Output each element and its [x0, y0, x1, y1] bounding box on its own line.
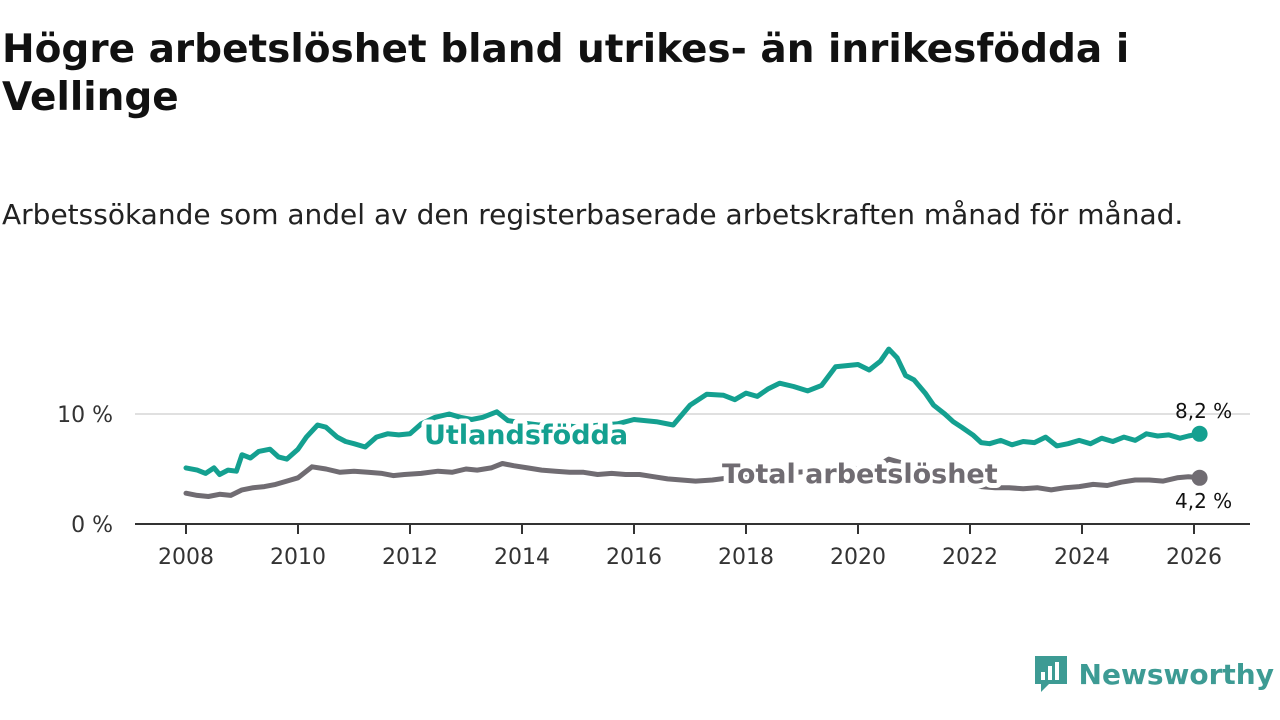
end-label-total: 4,2 % [1175, 489, 1232, 513]
y-tick-label: 10 % [57, 403, 113, 428]
x-tick-label: 2010 [270, 545, 326, 570]
end-point-total [1191, 469, 1208, 486]
x-tick-label: 2016 [606, 545, 662, 570]
x-tick-label: 2020 [830, 545, 886, 570]
end-point-utlandsfodda [1191, 425, 1208, 442]
series-label-utlandsfodda: Utlandsfödda [424, 420, 628, 451]
series-line-total [183, 456, 1203, 499]
series-label-total-halo: Total arbetslöshet [722, 459, 998, 490]
x-tick-label: 2012 [382, 545, 438, 570]
end-label-utlandsfodda: 8,2 % [1175, 399, 1232, 423]
x-tick-label: 2024 [1054, 545, 1110, 570]
x-tick-label: 2026 [1166, 545, 1222, 570]
newsworthy-logo-icon [1034, 656, 1067, 692]
series-label-total: Total arbetslöshet [722, 459, 998, 490]
x-tick-label: 2022 [942, 545, 998, 570]
series-label-utlandsfodda-halo: Utlandsfödda [424, 420, 628, 451]
brand-name: Newsworthy [1078, 657, 1274, 691]
x-tick-label: 2018 [718, 545, 774, 570]
chart-title: Högre arbetslöshet bland utrikes- än inr… [2, 27, 1130, 120]
x-tick-label: 2008 [158, 545, 214, 570]
chart-subtitle: Arbetssökande som andel av den registerb… [2, 198, 1184, 231]
series-line-utlandsfodda [183, 346, 1203, 477]
y-tick-label: 0 % [71, 513, 113, 538]
brand: Newsworthy [1033, 654, 1274, 694]
x-tick-label: 2014 [494, 545, 550, 570]
